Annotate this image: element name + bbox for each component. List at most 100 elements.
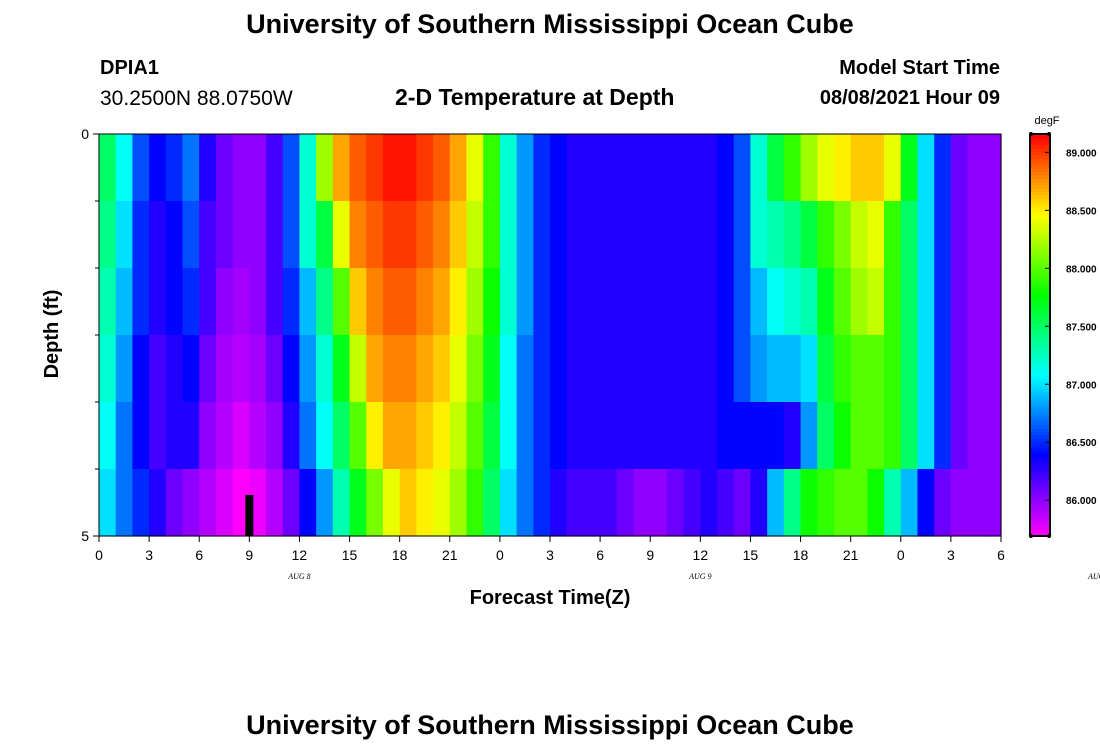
date-label: AUG 8 — [287, 572, 310, 581]
colorbar-segment — [1031, 248, 1049, 253]
colorbar-segment — [1031, 521, 1049, 526]
heatmap-cell — [800, 402, 818, 470]
heatmap-cell — [850, 469, 868, 537]
colorbar-segment — [1031, 365, 1049, 369]
heatmap-cell — [516, 402, 534, 470]
heatmap-cell — [884, 469, 902, 537]
heatmap-cell — [884, 268, 902, 336]
x-tick-label: 6 — [596, 547, 604, 563]
colorbar-segment — [1031, 171, 1049, 176]
colorbar-segment — [1031, 498, 1049, 503]
colorbar-segment — [1031, 215, 1049, 219]
heatmap-cell — [132, 335, 150, 403]
heatmap-cell — [666, 134, 685, 202]
heatmap-cell — [316, 335, 334, 403]
heatmap-cell — [165, 469, 184, 537]
heatmap-cell — [533, 268, 551, 336]
x-tick-label: 18 — [793, 547, 809, 563]
heatmap-cell — [533, 134, 551, 202]
heatmap-cell — [984, 268, 1002, 336]
heatmap-cell — [700, 201, 718, 269]
heatmap-cell — [416, 402, 434, 470]
heatmap-cell — [99, 201, 117, 269]
heatmap-cell — [616, 134, 635, 202]
heatmap-cell — [316, 469, 334, 537]
colorbar-segment — [1031, 415, 1049, 419]
colorbar-segment — [1031, 165, 1049, 169]
heatmap-cell — [550, 469, 568, 537]
heatmap-cell — [683, 469, 701, 537]
heatmap-cell — [516, 469, 534, 537]
colorbar-segment — [1031, 461, 1049, 466]
heatmap-cell — [767, 268, 785, 336]
heatmap-cell — [516, 134, 534, 202]
x-tick-label: 6 — [195, 547, 203, 563]
heatmap-cell — [399, 134, 417, 202]
colorbar-segment — [1031, 451, 1049, 456]
heatmap-cell — [817, 134, 835, 202]
heatmap-cell — [967, 402, 985, 470]
x-tick-label: 9 — [646, 547, 654, 563]
colorbar-unit: degF — [1034, 115, 1059, 127]
heatmap-cell — [249, 469, 267, 537]
heatmap-cell — [733, 469, 752, 537]
heatmap-cell — [616, 201, 635, 269]
heatmap-cell — [266, 268, 284, 336]
colorbar-segment — [1031, 511, 1049, 516]
heatmap-cell — [215, 402, 234, 470]
heatmap-cell — [416, 469, 434, 537]
heatmap-cell — [165, 335, 184, 403]
heatmap-cell — [199, 402, 217, 470]
heatmap-cell — [483, 335, 501, 403]
heatmap-cell — [683, 201, 701, 269]
heatmap-cell — [934, 402, 952, 470]
heatmap-cell — [433, 134, 451, 202]
colorbar-segment — [1031, 135, 1049, 139]
heatmap-cell — [566, 469, 584, 537]
heatmap-cell — [349, 402, 367, 470]
heatmap-cell — [215, 134, 234, 202]
heatmap-cell — [650, 402, 668, 470]
colorbar-segment — [1031, 305, 1049, 309]
heatmap-cell — [917, 402, 935, 470]
heatmap-cell — [650, 268, 668, 336]
heatmap-cell — [850, 268, 868, 336]
colorbar-segment — [1031, 195, 1049, 199]
colorbar-segment — [1031, 218, 1049, 223]
heatmap-cell — [149, 201, 167, 269]
heatmap-cell — [550, 402, 568, 470]
heatmap-cell — [483, 402, 501, 470]
heatmap-cell — [299, 335, 317, 403]
heatmap-cell — [767, 335, 785, 403]
heatmap-cell — [750, 335, 768, 403]
colorbar-segment — [1031, 355, 1049, 359]
heatmap-cell — [299, 268, 317, 336]
heatmap-cell — [366, 469, 384, 537]
heatmap-cell — [215, 335, 234, 403]
heatmap-cell — [516, 335, 534, 403]
colorbar-corner-dot — [1047, 132, 1051, 136]
model-start-label: Model Start Time — [839, 57, 1000, 79]
colorbar-segment — [1031, 518, 1049, 523]
heatmap-cell — [382, 268, 401, 336]
colorbar-segment — [1031, 475, 1049, 479]
heatmap-cell — [433, 335, 451, 403]
heatmap-cell — [466, 201, 484, 269]
colorbar-segment — [1031, 291, 1049, 296]
colorbar-segment — [1031, 358, 1049, 363]
heatmap-cell — [867, 268, 885, 336]
colorbar-segment — [1031, 385, 1049, 389]
heatmap-cell — [99, 134, 117, 202]
x-tick-label: 21 — [843, 547, 859, 563]
colorbar-tick-label: 86.500 — [1066, 438, 1097, 449]
colorbar-segment — [1031, 331, 1049, 336]
colorbar-segment — [1031, 298, 1049, 303]
heatmap-cell — [984, 134, 1002, 202]
colorbar-segment — [1031, 455, 1049, 459]
heatmap-cell — [483, 201, 501, 269]
heatmap-cell — [232, 268, 250, 336]
heatmap-cell — [249, 268, 267, 336]
heatmap-cell — [382, 201, 401, 269]
colorbar-tick-label: 87.500 — [1066, 322, 1097, 333]
heatmap-cell — [366, 402, 384, 470]
